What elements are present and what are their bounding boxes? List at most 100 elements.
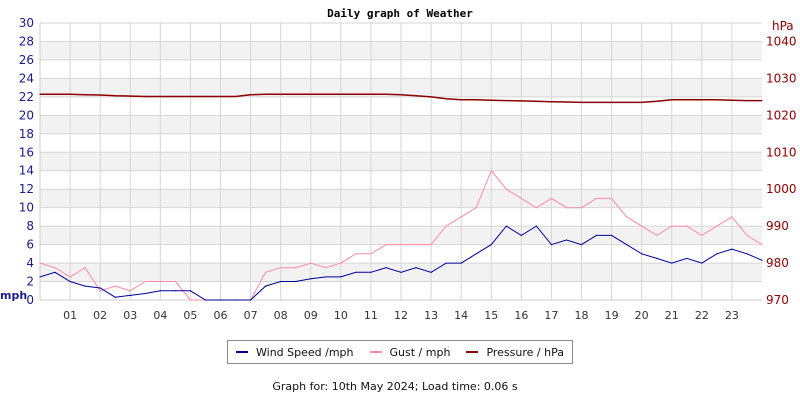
data-point (114, 95, 116, 97)
data-point (505, 99, 507, 102)
right-tick-label: 1020 (766, 108, 797, 122)
data-point (69, 280, 71, 283)
data-point (671, 262, 673, 264)
data-point (234, 95, 237, 98)
data-point (520, 234, 522, 236)
data-point (280, 267, 282, 269)
data-point (445, 225, 447, 227)
legend: Wind Speed /mph Gust / mph Pressure / hP… (227, 340, 573, 364)
data-point (415, 95, 417, 97)
data-point (565, 207, 568, 209)
data-point (701, 262, 703, 264)
data-point (295, 280, 297, 283)
data-point (445, 262, 447, 264)
x-tick-label: 15 (484, 309, 498, 322)
left-tick-label: 22 (19, 90, 34, 104)
data-point (415, 244, 417, 246)
data-point (565, 101, 568, 103)
data-point (430, 96, 432, 98)
data-point (219, 95, 222, 98)
data-point (671, 99, 673, 101)
data-point (460, 262, 462, 264)
data-point (505, 225, 507, 227)
right-tick-label: 1040 (766, 34, 797, 48)
data-point (355, 253, 357, 255)
data-point (370, 253, 372, 255)
data-point (580, 244, 583, 246)
data-point (114, 285, 116, 287)
data-point (54, 93, 56, 95)
x-tick-label: 19 (605, 309, 619, 322)
legend-swatch (236, 351, 248, 353)
data-point (520, 197, 522, 200)
data-point (701, 99, 703, 101)
data-point (265, 271, 267, 273)
data-point (99, 290, 101, 292)
data-point (761, 244, 763, 246)
data-point (144, 95, 146, 98)
data-point (460, 99, 462, 101)
data-point (475, 253, 477, 255)
right-tick-label: 980 (766, 256, 789, 270)
data-point (39, 262, 41, 264)
data-point (219, 299, 222, 301)
data-point (54, 271, 56, 273)
data-point (159, 95, 161, 98)
x-tick-label: 14 (454, 309, 468, 322)
right-tick-label: 1010 (766, 145, 797, 159)
data-point (686, 225, 688, 227)
data-point (189, 95, 192, 98)
data-point (535, 207, 537, 209)
x-tick-label: 13 (424, 309, 438, 322)
data-point (415, 267, 417, 269)
data-point (69, 276, 71, 278)
x-tick-label: 17 (544, 309, 558, 322)
data-point (430, 271, 432, 273)
left-tick-label: 30 (19, 16, 34, 30)
x-tick-label: 12 (394, 309, 408, 322)
data-point (716, 99, 718, 101)
data-point (490, 244, 492, 246)
data-point (39, 276, 41, 278)
left-tick-label: 18 (19, 127, 34, 141)
data-point (310, 278, 312, 280)
x-tick-label: 18 (575, 309, 589, 322)
data-point (595, 101, 598, 104)
data-point (189, 299, 192, 301)
data-point (249, 94, 252, 96)
data-point (746, 99, 748, 102)
footer-text: Graph for: 10th May 2024; Load time: 0.0… (272, 380, 518, 393)
data-point (656, 100, 658, 102)
legend-item-gust: Gust / mph (369, 346, 450, 359)
data-point (204, 95, 207, 98)
left-tick-label: 28 (19, 34, 34, 48)
right-axis-label: hPa (772, 19, 794, 33)
left-tick-label: 26 (19, 53, 34, 67)
chart-svg: 0246810121416182022242628309709809901000… (0, 7, 797, 322)
left-tick-label: 10 (19, 201, 34, 215)
data-point (340, 276, 342, 278)
data-point (159, 280, 161, 283)
data-point (174, 290, 176, 292)
left-tick-label: 4 (26, 256, 34, 270)
right-tick-label: 1000 (766, 182, 797, 196)
data-point (686, 257, 688, 260)
data-point (114, 296, 116, 298)
data-point (370, 93, 372, 95)
data-point (159, 290, 161, 292)
data-point (716, 253, 718, 255)
data-point (761, 99, 763, 102)
data-point (565, 239, 568, 241)
data-point (490, 170, 492, 172)
x-tick-label: 01 (63, 309, 77, 322)
left-tick-label: 16 (19, 145, 34, 159)
right-tick-label: 1030 (766, 71, 797, 85)
data-point (295, 267, 297, 269)
data-point (550, 101, 553, 103)
data-point (505, 188, 507, 190)
data-point (234, 299, 237, 301)
data-point (99, 287, 101, 289)
data-point (325, 93, 327, 95)
left-tick-label: 2 (26, 275, 34, 289)
